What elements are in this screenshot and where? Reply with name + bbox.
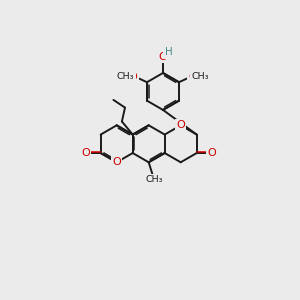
Text: O: O bbox=[81, 148, 90, 158]
Text: O: O bbox=[159, 52, 167, 62]
Text: O: O bbox=[188, 72, 197, 82]
Text: O: O bbox=[208, 148, 217, 158]
Text: O: O bbox=[176, 120, 185, 130]
Text: CH₃: CH₃ bbox=[117, 72, 134, 81]
Text: CH₃: CH₃ bbox=[145, 176, 163, 184]
Text: CH₃: CH₃ bbox=[192, 72, 209, 81]
Text: H: H bbox=[164, 47, 172, 57]
Text: O: O bbox=[129, 72, 137, 82]
Text: O: O bbox=[112, 157, 121, 167]
